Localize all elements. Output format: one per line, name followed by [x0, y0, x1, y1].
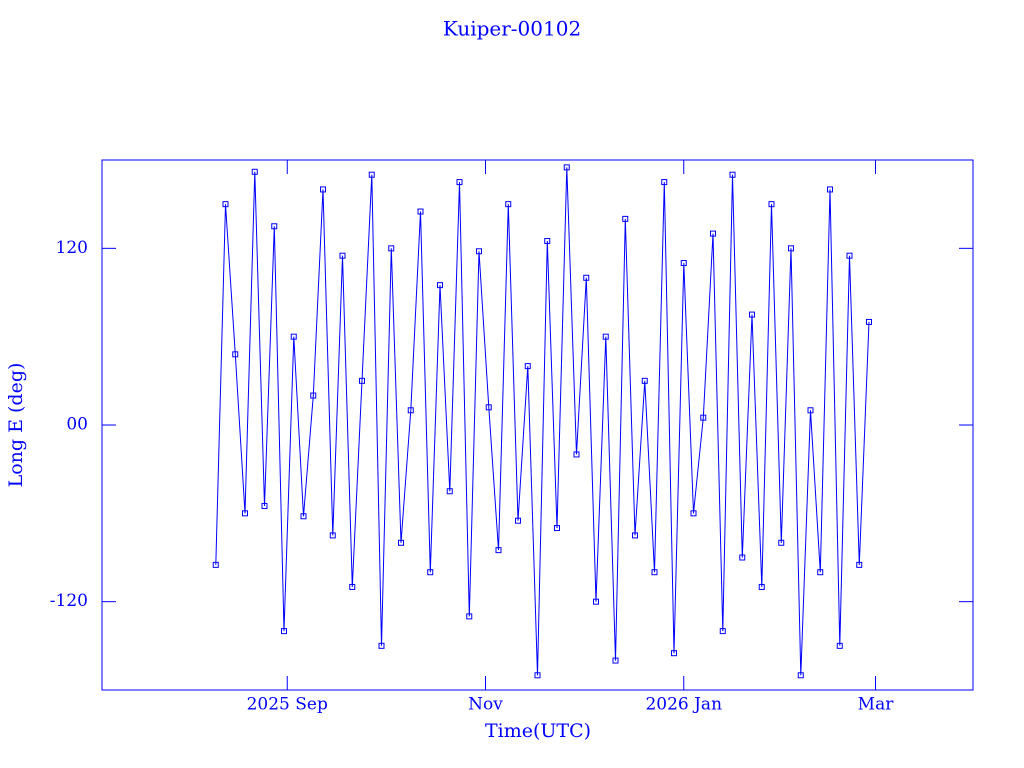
data-point: [807, 407, 814, 414]
data-point: [534, 672, 541, 679]
data-point: [797, 672, 804, 679]
data-point: [378, 642, 385, 649]
x-axis-label: Time(UTC): [485, 720, 591, 742]
data-point: [846, 252, 853, 259]
data-point: [261, 502, 268, 509]
data-point: [612, 657, 619, 664]
x-tick-label: Mar: [858, 695, 895, 715]
data-point: [680, 260, 687, 267]
chart-title: Kuiper-00102: [443, 17, 581, 41]
data-point: [310, 392, 317, 399]
data-point: [690, 510, 697, 517]
data-point: [593, 598, 599, 605]
x-tick-label: 2026 Jan: [645, 695, 722, 715]
data-point: [281, 628, 287, 635]
data-point: [515, 517, 521, 524]
data-point: [602, 333, 609, 340]
series-line: [215, 167, 870, 676]
data-point: [866, 318, 872, 325]
y-axis-label: Long E (deg): [5, 363, 27, 488]
data-point: [622, 215, 629, 222]
data-point: [563, 164, 570, 171]
data-point: [368, 171, 375, 178]
data-point: [632, 532, 638, 539]
data-point: [710, 230, 716, 237]
data-point: [836, 642, 843, 649]
data-point: [485, 404, 492, 411]
plot-frame: [101, 159, 974, 691]
y-tick-label: -120: [50, 591, 88, 611]
data-point: [544, 237, 551, 244]
data-point: [300, 513, 307, 520]
data-point: [788, 245, 794, 252]
data-point: [827, 186, 833, 193]
data-point: [446, 488, 453, 495]
data-point: [427, 569, 434, 576]
data-point: [329, 532, 336, 539]
data-point: [700, 414, 707, 421]
data-point: [495, 547, 502, 554]
data-point: [758, 583, 765, 590]
data-point: [222, 201, 229, 208]
y-tick-label: 00: [66, 415, 88, 435]
data-point: [583, 274, 590, 281]
data-point: [407, 407, 414, 414]
data-point: [271, 223, 278, 230]
data-point: [388, 245, 395, 252]
data-point: [524, 363, 531, 370]
data-point: [212, 561, 219, 568]
data-point: [671, 650, 677, 657]
data-point: [739, 554, 746, 561]
data-point: [768, 201, 775, 208]
data-point: [505, 201, 512, 208]
data-point: [661, 179, 668, 186]
data-point: [778, 539, 785, 546]
data-point: [232, 351, 239, 358]
y-tick-label: 120: [56, 238, 88, 258]
data-point: [573, 451, 580, 458]
data-point: [339, 252, 346, 259]
data-point: [437, 282, 443, 289]
data-point: [251, 168, 258, 175]
data-point: [476, 248, 482, 255]
data-point: [456, 179, 463, 186]
data-point: [242, 510, 248, 517]
data-point: [729, 171, 736, 178]
data-point: [359, 377, 365, 384]
data-point: [554, 525, 560, 532]
data-point: [749, 311, 755, 318]
data-point: [417, 208, 424, 215]
data-point: [398, 539, 404, 546]
data-point: [651, 569, 658, 576]
data-point: [641, 377, 648, 384]
data-point: [817, 569, 824, 576]
data-point: [320, 186, 326, 193]
data-point: [349, 583, 356, 590]
data-point: [719, 628, 726, 635]
data-point: [466, 613, 473, 620]
data-point: [856, 561, 863, 568]
x-tick-label: 2025 Sep: [247, 695, 328, 715]
data-point: [290, 333, 297, 340]
x-tick-label: Nov: [468, 695, 503, 715]
